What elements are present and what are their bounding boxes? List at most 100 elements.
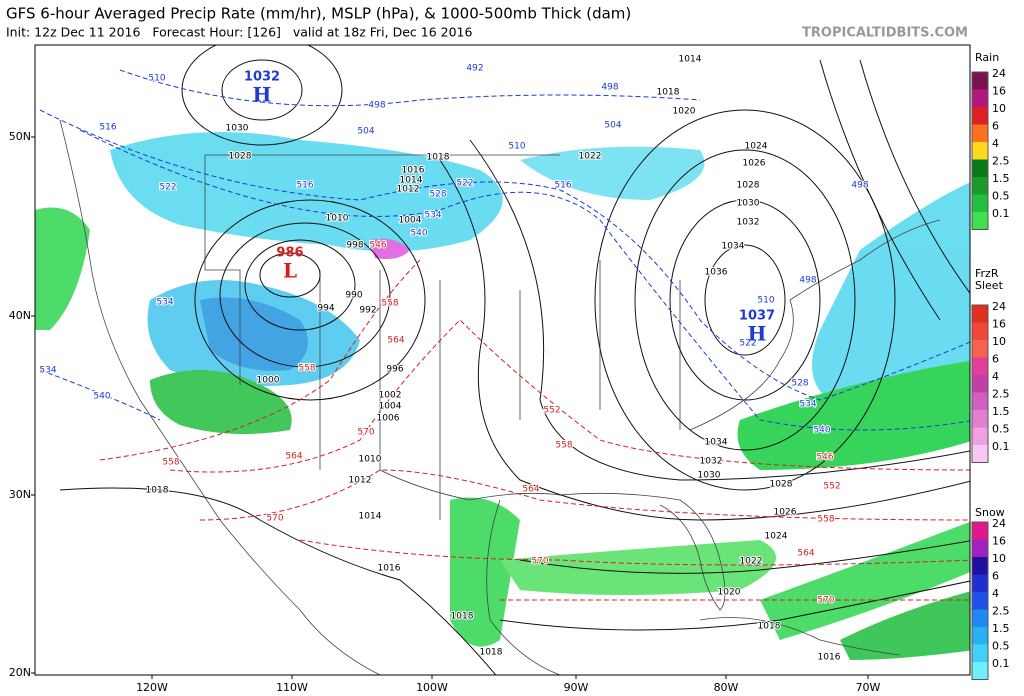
coastlines — [59, 119, 941, 675]
thickness-label: 564 — [285, 452, 302, 462]
legend-label: 0.1 — [992, 440, 1010, 453]
legend-swatch — [972, 627, 988, 645]
legend-label: 2.5 — [992, 605, 1010, 618]
isobar-label: 1018 — [758, 622, 781, 632]
thickness-label: 570 — [531, 557, 548, 567]
legend-label: 1.5 — [992, 172, 1010, 185]
pressure-center: H — [253, 83, 272, 107]
lon-label: 110W — [276, 681, 308, 694]
legend-label: 4 — [992, 370, 999, 383]
legend-title: FrzR — [975, 267, 999, 280]
legend-swatch — [972, 159, 988, 177]
legend-frame — [971, 71, 989, 230]
legend-swatch — [972, 609, 988, 627]
lat-label: 30N — [9, 488, 31, 501]
legend-label: 0.5 — [992, 423, 1010, 436]
legend-swatch — [972, 322, 988, 340]
legend-frame — [971, 304, 989, 463]
pressure-value: 1037 — [739, 309, 775, 324]
isobar-label: 1002 — [379, 391, 402, 401]
legend-swatch — [972, 445, 988, 463]
lon-label: 120W — [136, 681, 168, 694]
isobar-label: 1014 — [359, 512, 382, 522]
thickness-label: 504 — [604, 121, 621, 131]
isobar-label: 1000 — [257, 376, 280, 386]
isobar-label: 1010 — [326, 214, 349, 224]
precip — [35, 132, 970, 660]
legend-label: 0.5 — [992, 640, 1010, 653]
isobar-label: 1016 — [378, 564, 401, 574]
thickness-label: 540 — [410, 229, 427, 239]
isobar-label: 1024 — [765, 532, 788, 542]
isobar-label: 1032 — [700, 457, 723, 467]
pressure-center: L — [283, 259, 297, 283]
thickness-label: 522 — [456, 179, 473, 189]
thickness-label: 552 — [543, 406, 560, 416]
legend-swatch — [972, 557, 988, 575]
legend-swatch — [972, 194, 988, 212]
legend-title: Rain — [975, 51, 999, 64]
thickness-label: 534 — [156, 298, 173, 308]
legend-label: 16 — [992, 318, 1006, 331]
map-labels: 1014 1018 1020 1024 1026 1028 1030 1032 1034 1036… — [38, 54, 869, 664]
isobar-label: 1026 — [774, 508, 797, 518]
thickness-label: 498 — [368, 101, 385, 111]
lat-label: 50N — [9, 130, 31, 143]
thickness-label: 540 — [93, 392, 110, 402]
legend-swatch — [972, 107, 988, 125]
isobar-label: 1014 — [679, 55, 702, 65]
lon-label: 100W — [416, 681, 448, 694]
legend-swatch — [972, 574, 988, 592]
legend-label: 1.5 — [992, 622, 1010, 635]
lon-label: 70W — [856, 681, 881, 694]
isobar-label: 1030 — [737, 199, 760, 209]
thickness-label: 570 — [357, 428, 374, 438]
legend-swatch — [972, 592, 988, 610]
isobar-label: 1006 — [377, 414, 400, 424]
legend-label: 4 — [992, 137, 999, 150]
thickness-label: 540 — [813, 426, 830, 436]
legend-label: 10 — [992, 552, 1006, 565]
isobar-label: 1016 — [818, 653, 841, 663]
map-frame — [34, 44, 971, 676]
isobar-label: 1018 — [657, 88, 680, 98]
legend-swatch — [972, 142, 988, 160]
thickness-label: 516 — [99, 123, 116, 133]
isobar-label: 1018 — [427, 153, 450, 163]
legend-label: 10 — [992, 335, 1006, 348]
legend-swatch — [972, 305, 988, 323]
thickness-label: 534 — [799, 400, 816, 410]
legend-label: 6 — [992, 353, 999, 366]
legend-swatch — [972, 644, 988, 662]
isobar-label: 1018 — [451, 612, 474, 622]
thickness-label: 570 — [817, 596, 834, 606]
pressure-value: 1032 — [244, 70, 280, 85]
legend-frame — [971, 521, 989, 680]
isobar-label: 1024 — [745, 142, 768, 152]
legend-label: 1.5 — [992, 405, 1010, 418]
isobar-label: 1026 — [743, 159, 766, 169]
pressure-value: 986 — [276, 246, 303, 261]
thickness-label: 534 — [424, 211, 441, 221]
isobar-label: 1016 — [402, 166, 425, 176]
legend-title: Snow — [975, 506, 1005, 519]
thickness-label: 498 — [851, 181, 868, 191]
thickness-label: 510 — [148, 74, 165, 84]
lon-label: 90W — [564, 681, 589, 694]
legend-swatch — [972, 392, 988, 410]
thickness-label: 546 — [816, 453, 833, 463]
isobar-label: 1012 — [349, 476, 372, 486]
legend-subtitle: Sleet — [975, 279, 1004, 292]
legend-swatch — [972, 340, 988, 358]
isobar-label: 994 — [317, 304, 334, 314]
isobar-label: 1028 — [737, 181, 760, 191]
thickness-lines — [39, 69, 970, 601]
lat-label: 40N — [9, 309, 31, 322]
thickness-label: 558 — [817, 515, 834, 525]
legend-swatch — [972, 177, 988, 195]
thickness-label: 516 — [296, 181, 313, 191]
isobars — [59, 45, 970, 675]
map-layer — [35, 45, 970, 675]
thickness-label: 522 — [159, 183, 176, 193]
